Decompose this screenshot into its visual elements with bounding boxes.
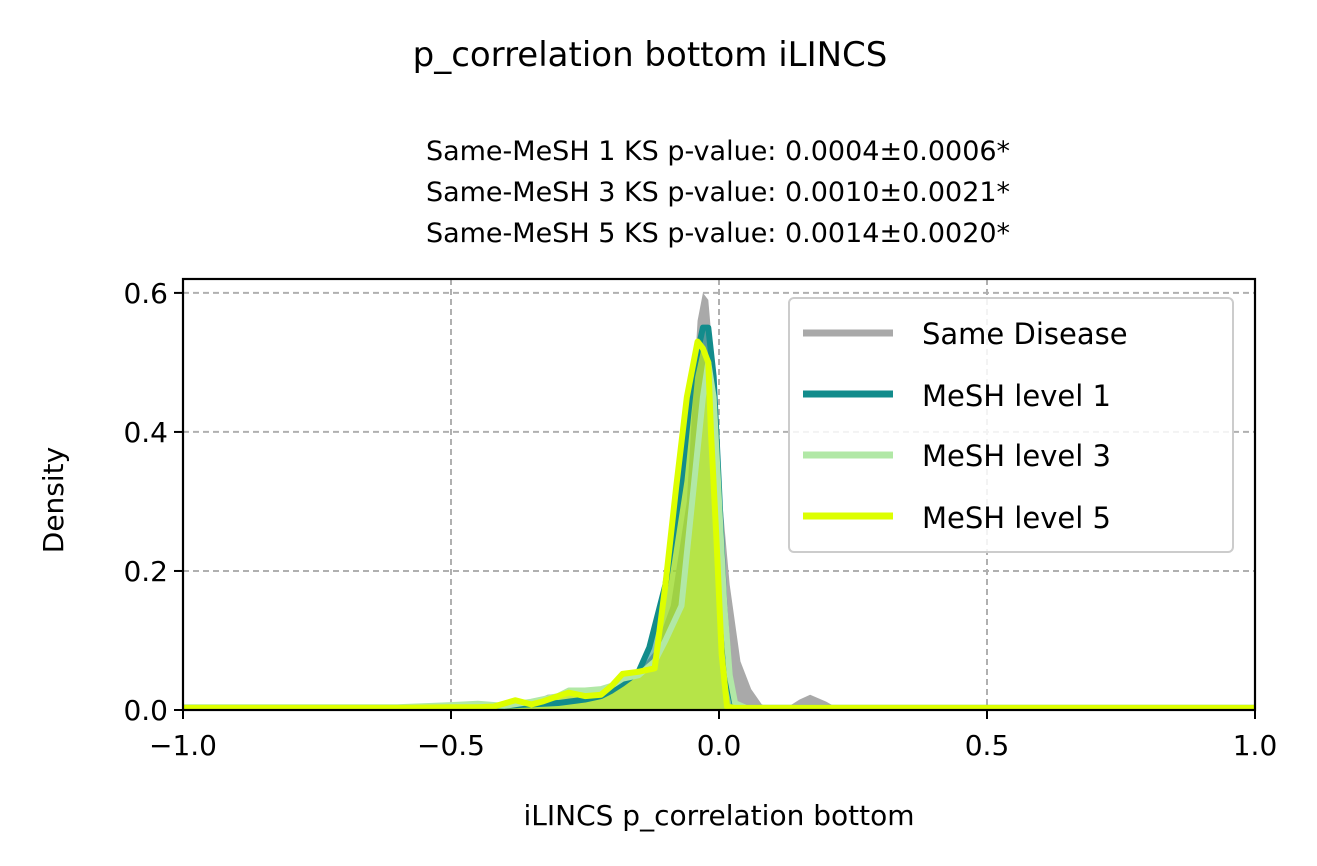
- legend-label-mesh-level-5: MeSH level 5: [922, 501, 1111, 535]
- x-axis-label: iLINCS p_correlation bottom: [524, 799, 915, 832]
- y-tick-label: 0.6: [123, 277, 168, 310]
- plot-area: [183, 292, 1255, 710]
- x-tick-label: −0.5: [417, 729, 485, 762]
- chart-title-line-3: Same-MeSH 5 KS p-value: 0.0014±0.0020*: [426, 218, 1010, 249]
- chart-title-line-1: Same-MeSH 1 KS p-value: 0.0004±0.0006*: [426, 136, 1010, 167]
- legend-box: [788, 297, 1234, 553]
- series-line-mesh-level-5: [183, 338, 1255, 710]
- x-tick-label: −1.0: [149, 729, 217, 762]
- legend-label-mesh-level-1: MeSH level 1: [922, 379, 1111, 413]
- y-tick-label: 0.4: [123, 416, 168, 449]
- x-tick-label: 1.0: [1233, 729, 1278, 762]
- y-axis-label: Density: [37, 447, 70, 553]
- axis-ticks: −1.0 −0.5 0.0 0.5 1.0 0.0 0.2 0.4 0.6: [123, 277, 1277, 762]
- y-tick-label: 0.0: [123, 694, 168, 727]
- chart-suptitle: p_correlation bottom iLINCS: [413, 35, 888, 75]
- y-tick-label: 0.2: [123, 555, 168, 588]
- chart-title-line-2: Same-MeSH 3 KS p-value: 0.0010±0.0021*: [426, 177, 1010, 208]
- legend: Same Disease MeSH level 1 MeSH level 3 M…: [788, 297, 1234, 553]
- legend-label-mesh-level-3: MeSH level 3: [922, 439, 1111, 473]
- x-tick-label: 0.0: [697, 729, 742, 762]
- x-tick-label: 0.5: [965, 729, 1010, 762]
- legend-label-same-disease: Same Disease: [922, 317, 1128, 351]
